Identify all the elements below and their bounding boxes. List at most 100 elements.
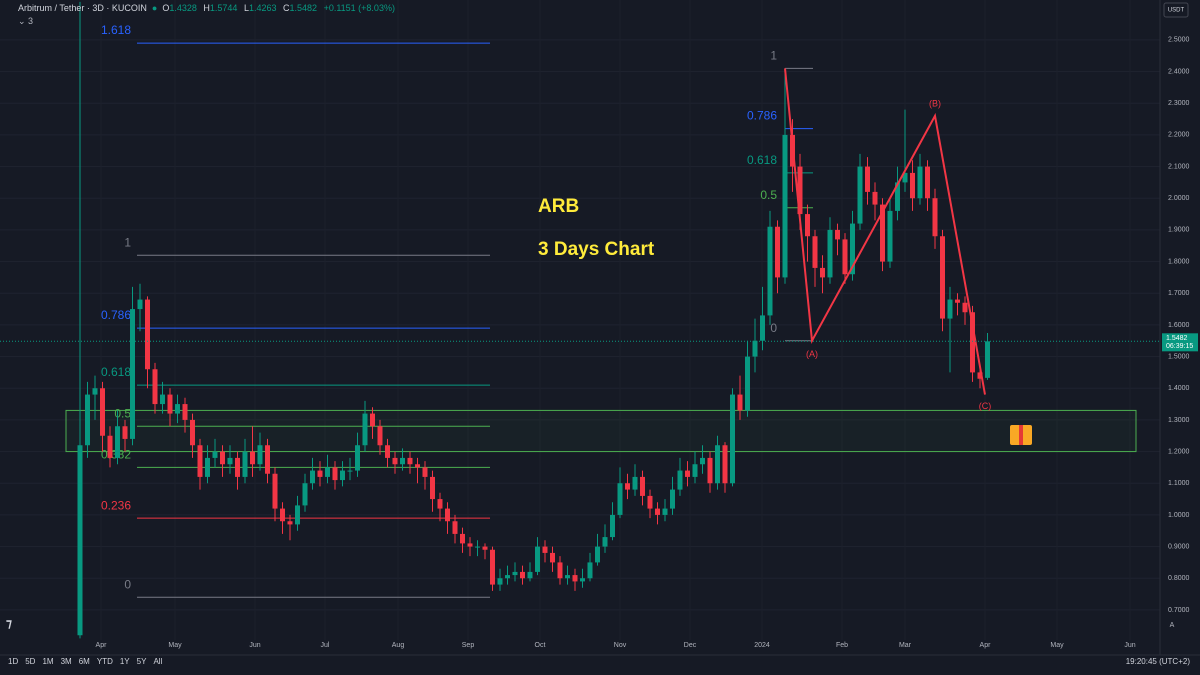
candle-body (152, 369, 158, 405)
c: C (283, 3, 290, 13)
candle-body (850, 223, 855, 275)
candle-body (115, 426, 120, 458)
fib-label: 0 (124, 577, 131, 591)
timeframe-button[interactable]: 3M (60, 657, 72, 666)
candle-body (100, 388, 105, 436)
candle-body (962, 302, 968, 313)
countdown: 06:39:15 (1166, 343, 1193, 350)
o: O (162, 3, 170, 13)
logo: ⁊ (6, 616, 12, 630)
candle-body (497, 578, 503, 585)
candle-body (227, 457, 233, 465)
candle-body (820, 267, 825, 278)
x-tick-label: Aug (392, 642, 405, 649)
y-tick-label: 1.6000 (1168, 322, 1190, 329)
x-tick-label: May (168, 642, 182, 649)
candle-body (865, 166, 870, 192)
candle-body (512, 571, 518, 576)
candle-body (175, 404, 180, 414)
chart-subtitle: 3 Days Chart (538, 239, 655, 260)
fib-label: 0.5 (114, 406, 131, 420)
candle-body (505, 575, 510, 579)
candle-body (287, 521, 293, 525)
y-tick-label: 1.9000 (1168, 227, 1190, 234)
timeframe-button[interactable]: 5Y (136, 657, 147, 666)
candle-body (745, 356, 750, 411)
candle-body (145, 299, 150, 370)
candle-body (595, 546, 600, 563)
candle-body (902, 172, 908, 183)
candle-body (692, 464, 698, 477)
candle-body (587, 562, 593, 579)
candle-body (527, 571, 533, 579)
candle-body (662, 508, 668, 515)
candle-body (857, 166, 863, 224)
fib-label: 0.786 (101, 308, 131, 322)
candle-body (415, 464, 420, 468)
candle-body (617, 483, 623, 515)
candle-body (685, 470, 690, 477)
candle-body (970, 312, 975, 373)
y-tick-label: 1.7000 (1168, 290, 1190, 297)
timeframe-button[interactable]: 1M (42, 657, 54, 666)
candle-body (310, 470, 315, 484)
candle-body (167, 394, 173, 414)
candle-body (92, 388, 98, 395)
plot-bg (0, 0, 1160, 640)
candle-body (917, 166, 923, 199)
candle-body (490, 549, 495, 585)
candle-body (805, 214, 810, 237)
candle-body (887, 210, 893, 262)
x-tick-label: Apr (980, 642, 992, 649)
candle-body (212, 451, 218, 458)
candle-body (925, 166, 930, 199)
y-tick-label: 1.4000 (1168, 385, 1190, 392)
y-tick-label: 1.1000 (1168, 480, 1190, 487)
indicator-count[interactable]: 3 (28, 16, 34, 26)
candle-body (880, 204, 885, 262)
candle-body (295, 505, 300, 525)
timeframe-button[interactable]: All (153, 657, 163, 666)
y-tick-label: 1.2000 (1168, 448, 1190, 455)
candle-body (265, 445, 270, 474)
timeframe-button[interactable]: YTD (96, 657, 113, 666)
candle-body (737, 394, 743, 411)
candle-body (985, 341, 990, 378)
wave-label: (A) (806, 349, 818, 359)
fib-label: 0.786 (747, 109, 777, 123)
candle-body (730, 394, 735, 484)
legend-header: Arbitrum / Tether · 3D · KUCOIN ● O1.432… (18, 3, 395, 26)
timeframe-button[interactable]: 1Y (119, 657, 130, 666)
change: +0.1151 (+8.03%) (323, 3, 395, 13)
candle-body (430, 476, 435, 500)
x-tick-label: Apr (96, 642, 108, 649)
candle-body (190, 419, 195, 446)
candle-body (842, 239, 848, 275)
timeframe-button[interactable]: 6M (78, 657, 90, 666)
candle-body (377, 426, 383, 446)
candle-body (407, 457, 413, 465)
timeframe-button[interactable]: 5D (25, 657, 36, 666)
candle-body (932, 198, 938, 237)
candle-body (520, 571, 525, 579)
x-tick-label: Feb (836, 642, 848, 649)
candle-body (610, 514, 615, 538)
x-tick-label: May (1050, 642, 1064, 649)
x-tick-label: Jun (1124, 642, 1135, 649)
candle-body (835, 229, 840, 240)
candle-body (767, 226, 773, 316)
candle-body (602, 537, 608, 547)
last-price-tag (1162, 333, 1198, 352)
x-tick-label: Dec (684, 642, 697, 649)
fib-label: 1 (124, 235, 131, 249)
candle-body (955, 299, 960, 303)
fib-label: 0.618 (101, 365, 131, 379)
h: H (203, 3, 210, 13)
timeframe-button[interactable]: 1D (8, 657, 19, 666)
candle-body (677, 470, 683, 490)
candle-body (467, 543, 473, 547)
clock: 19:20:45 (UTC+2) (1126, 657, 1191, 666)
gift-ribbon (1019, 425, 1023, 445)
symbol: Arbitrum / Tether · 3D · KUCOIN (18, 3, 147, 13)
candle-body (317, 470, 323, 477)
